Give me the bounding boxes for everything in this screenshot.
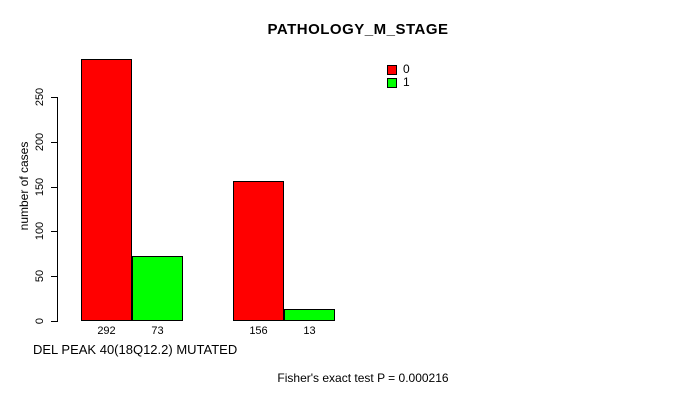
fisher-test-annotation: Fisher's exact test P = 0.000216 xyxy=(277,371,449,385)
legend-swatch xyxy=(387,64,397,75)
bar xyxy=(132,255,183,321)
y-axis-tick xyxy=(51,276,58,278)
legend-label: 0 xyxy=(403,62,410,76)
y-axis-tick xyxy=(51,141,58,143)
y-axis-tick-label: 50 xyxy=(34,270,46,283)
bar-value-label: 292 xyxy=(97,325,116,337)
y-axis-tick xyxy=(51,231,58,233)
bar-value-label: 156 xyxy=(249,325,268,337)
y-axis-line xyxy=(57,97,58,322)
y-axis-tick-label: 0 xyxy=(34,317,46,325)
y-axis-label: number of cases xyxy=(17,141,31,231)
chart-title: PATHOLOGY_M_STAGE xyxy=(267,21,449,38)
bar-value-label: 73 xyxy=(151,325,164,337)
bar-value-label: 13 xyxy=(303,325,316,337)
bar xyxy=(284,309,335,321)
legend-swatch xyxy=(387,77,397,88)
legend-item: 1 xyxy=(387,75,410,89)
y-axis-tick-label: 150 xyxy=(34,177,46,196)
y-axis-tick xyxy=(51,321,58,322)
x-axis-caption: DEL PEAK 40(18Q12.2) MUTATED xyxy=(33,342,238,357)
y-axis-tick-label: 100 xyxy=(34,222,46,241)
bar xyxy=(233,181,284,321)
y-axis-tick-label: 250 xyxy=(34,87,46,107)
bar xyxy=(81,59,132,321)
y-axis-tick xyxy=(51,186,58,188)
y-axis-tick xyxy=(51,97,58,98)
legend-label: 1 xyxy=(403,75,410,89)
legend-item: 0 xyxy=(387,62,410,76)
y-axis-tick-label: 200 xyxy=(34,132,46,151)
